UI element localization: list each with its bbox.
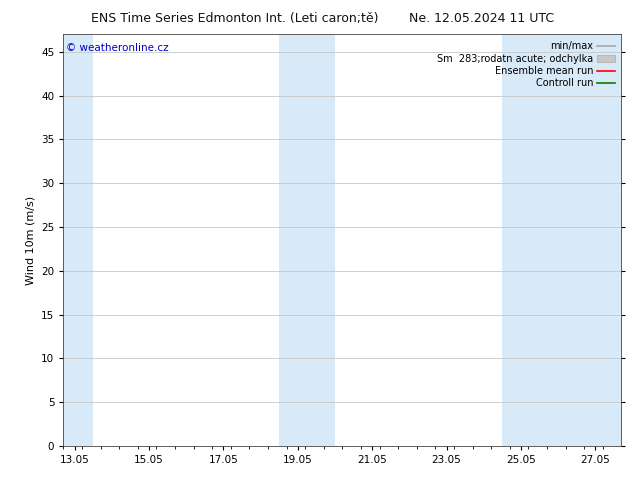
Text: Ne. 12.05.2024 11 UTC: Ne. 12.05.2024 11 UTC — [410, 12, 554, 25]
Y-axis label: Wind 10m (m/s): Wind 10m (m/s) — [25, 196, 36, 285]
Bar — [279, 34, 335, 446]
Bar — [63, 34, 93, 446]
Text: ENS Time Series Edmonton Int. (Leti caron;tě): ENS Time Series Edmonton Int. (Leti caro… — [91, 12, 378, 25]
Text: © weatheronline.cz: © weatheronline.cz — [66, 43, 169, 52]
Bar — [502, 34, 621, 446]
Legend: min/max, Sm  283;rodatn acute; odchylka, Ensemble mean run, Controll run: min/max, Sm 283;rodatn acute; odchylka, … — [435, 39, 616, 90]
